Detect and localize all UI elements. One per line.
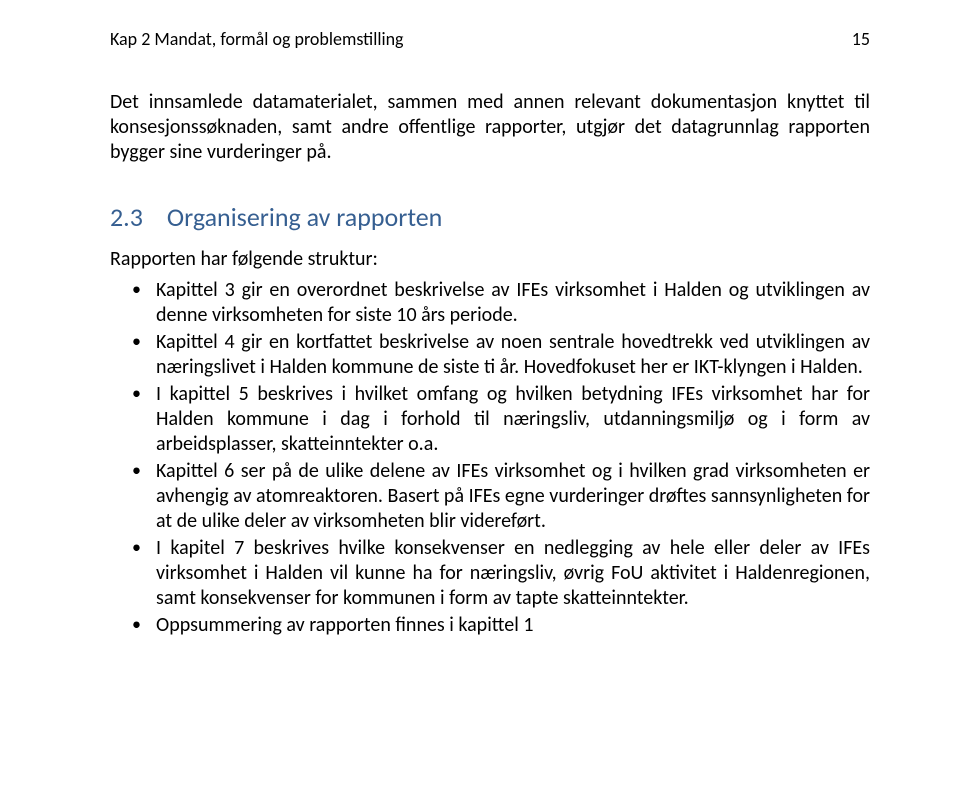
list-intro: Rapporten har følgende struktur: bbox=[110, 247, 870, 272]
list-item: Oppsummering av rapporten finnes i kapit… bbox=[156, 613, 870, 638]
intro-paragraph: Det innsamlede datamaterialet, sammen me… bbox=[110, 90, 870, 165]
list-item: Kapittel 6 ser på de ulike delene av IFE… bbox=[156, 459, 870, 534]
section-title: Organisering av rapporten bbox=[167, 201, 442, 233]
section-number: 2.3 bbox=[110, 201, 143, 233]
page-header: Kap 2 Mandat, formål og problemstilling … bbox=[110, 28, 870, 50]
chapter-label: Kap 2 Mandat, formål og problemstilling bbox=[110, 28, 404, 50]
list-item: I kapittel 5 beskrives i hvilket omfang … bbox=[156, 382, 870, 457]
page: Kap 2 Mandat, formål og problemstilling … bbox=[0, 0, 960, 791]
list-item: Kapittel 4 gir en kortfattet beskrivelse… bbox=[156, 330, 870, 380]
list-item: I kapitel 7 beskrives hvilke konsekvense… bbox=[156, 536, 870, 611]
bullet-list: Kapittel 3 gir en overordnet beskrivelse… bbox=[110, 278, 870, 638]
list-item: Kapittel 3 gir en overordnet beskrivelse… bbox=[156, 278, 870, 328]
page-number: 15 bbox=[852, 28, 870, 50]
section-heading: 2.3 Organisering av rapporten bbox=[110, 201, 870, 233]
